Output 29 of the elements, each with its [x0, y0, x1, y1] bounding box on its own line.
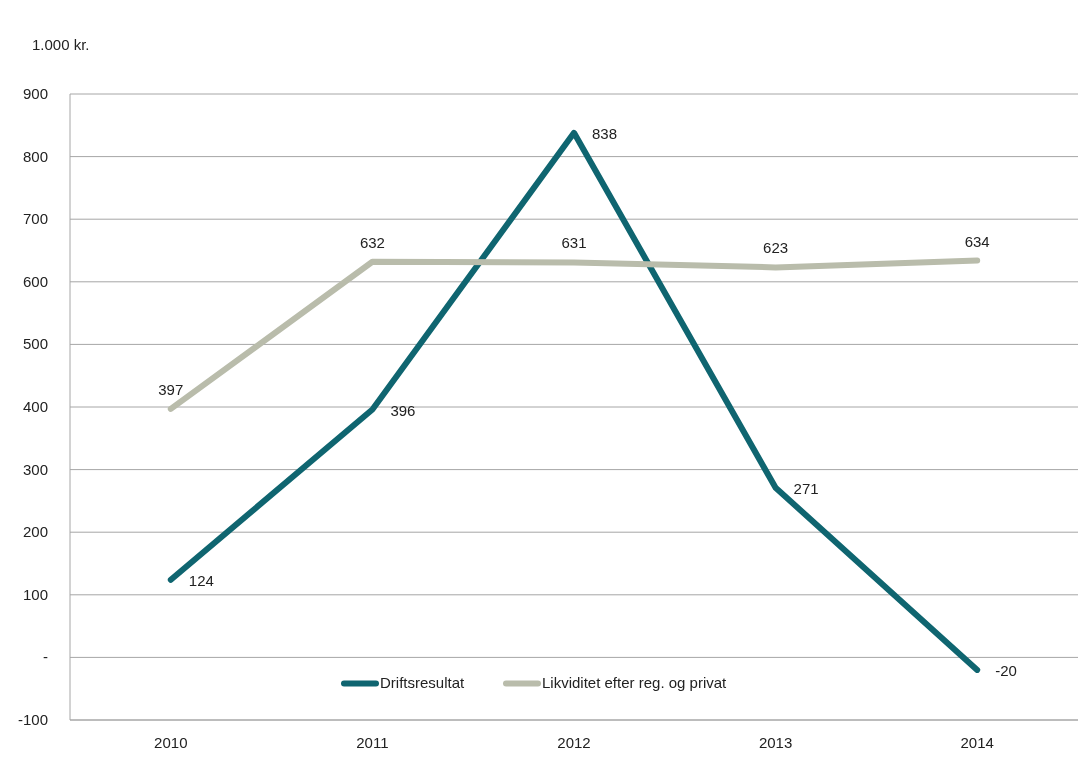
y-tick-label: - [43, 648, 48, 666]
data-label: -20 [995, 661, 1017, 679]
data-label: 623 [763, 239, 789, 257]
y-tick-label: 200 [22, 523, 48, 541]
x-tick-label: 2012 [557, 734, 591, 751]
data-label: 397 [158, 380, 184, 398]
y-tick-label: 900 [22, 85, 48, 102]
x-tick-label: 2010 [154, 734, 188, 751]
x-tick-label: 2014 [960, 734, 994, 751]
x-tick-label: 2011 [356, 734, 389, 751]
data-label: 124 [188, 571, 214, 589]
data-label: 631 [561, 234, 587, 252]
y-tick-label: 300 [22, 460, 48, 478]
y-tick-label: 800 [22, 147, 48, 165]
y-tick-label: 700 [22, 210, 48, 228]
data-label: 396 [390, 401, 416, 419]
data-label: 271 [793, 479, 819, 497]
y-tick-label: 600 [22, 272, 48, 290]
y-tick-label: 400 [22, 398, 48, 415]
data-label: 838 [592, 124, 618, 142]
x-tick-label: 2013 [758, 734, 793, 751]
y-tick-label: 100 [22, 585, 48, 603]
y-axis-title: 1.000 kr. [32, 36, 90, 53]
y-tick-label: 500 [22, 335, 48, 353]
legend-label: Likviditet efter reg. og privat [542, 674, 728, 692]
y-tick-label: -100 [17, 711, 48, 728]
data-label: 632 [359, 233, 385, 251]
legend-label: Driftsresultat [380, 674, 466, 692]
data-label: 634 [964, 232, 990, 250]
